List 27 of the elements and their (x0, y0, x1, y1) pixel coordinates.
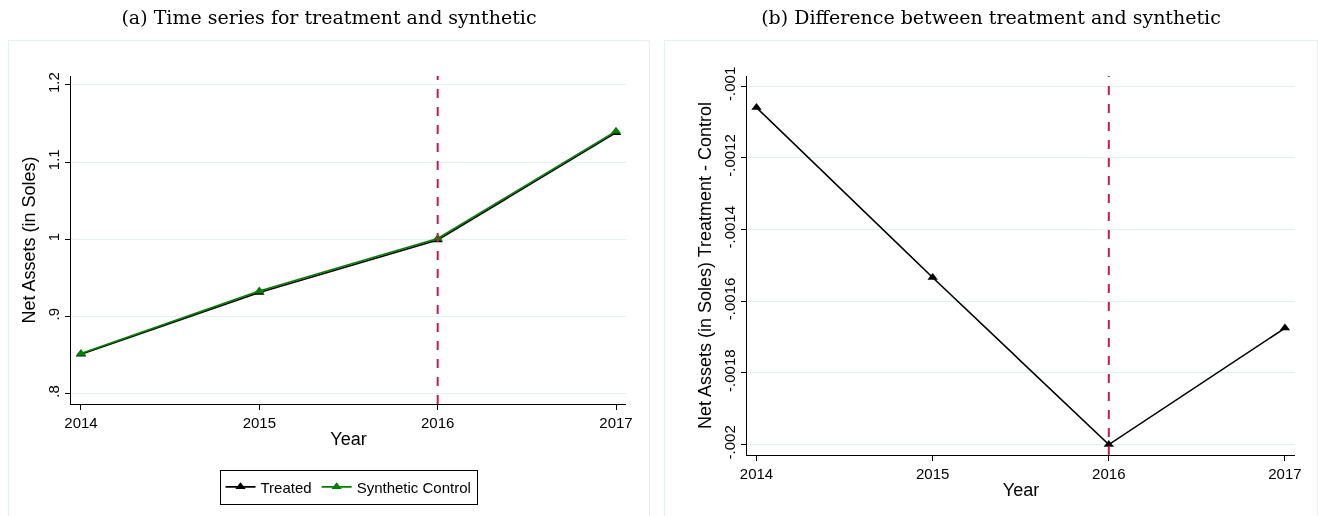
chart-title: (a) Time series for treatment and synthetic (120, 6, 538, 28)
y-tick-label: .8 (45, 385, 62, 398)
x-axis-title: Year (1002, 480, 1040, 501)
x-tick-label: 2015 (242, 414, 277, 431)
y-tick-label: -.0018 (721, 349, 738, 392)
y-tick-label: -.0016 (721, 277, 738, 321)
x-tick-label: 2014 (64, 414, 98, 431)
legend-label: Treated (260, 478, 312, 496)
legend-label: Synthetic Control (356, 478, 471, 496)
y-tick-label: .9 (45, 307, 62, 321)
y-axis-title: Net Assets (in Soles) (19, 156, 40, 324)
y-tick-label: 1.2 (45, 72, 62, 93)
x-tick-label: 2014 (739, 465, 774, 482)
x-tick-label: 2017 (599, 414, 633, 431)
x-tick-label: 2016 (1092, 465, 1126, 482)
x-axis-title: Year (330, 429, 367, 450)
y-tick-label: 1.1 (45, 149, 62, 171)
x-tick-label: 2016 (420, 414, 455, 431)
x-tick-label: 2017 (1268, 465, 1302, 482)
y-tick-label: -.001 (721, 66, 738, 101)
y-tick-label: -.002 (721, 425, 738, 460)
x-tick-label: 2015 (915, 465, 950, 482)
y-tick-label: 1 (45, 232, 62, 242)
chart-title: (b) Difference between treatment and synthetic (760, 6, 1222, 28)
y-tick-label: -.0012 (721, 134, 738, 177)
y-axis-title: Net Assets (in Soles) Treatment - Control (695, 101, 716, 430)
y-tick-label: -.0014 (721, 205, 738, 249)
